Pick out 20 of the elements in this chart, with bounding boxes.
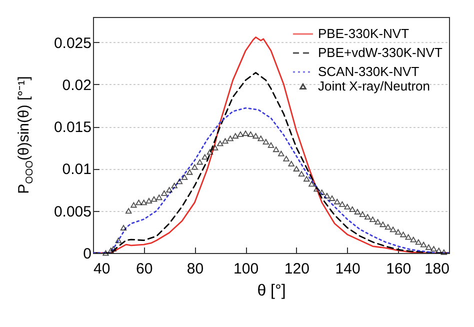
y-tick-label: 0.005: [54, 203, 92, 220]
y-tick-label: 0: [83, 246, 92, 262]
x-tick-label: 180: [424, 260, 450, 278]
x-tick-label: 80: [186, 260, 204, 278]
y-tick-label: 0.015: [54, 119, 92, 136]
y-tick-label: 0.01: [62, 161, 92, 178]
x-tick-label: 120: [284, 260, 310, 278]
legend-label: Joint X-ray/Neutron: [318, 78, 430, 94]
x-tick-label: 60: [136, 260, 153, 278]
legend-label: PBE+vdW-330K-NVT: [318, 45, 442, 60]
x-tick-label: 100: [234, 260, 259, 278]
y-tick-label: 0.02: [62, 76, 92, 94]
y-tick-label: 0.025: [54, 34, 92, 52]
x-axis-title: θ [°]: [257, 282, 286, 300]
x-tick-label: 40: [94, 260, 110, 278]
legend-label: SCAN-330K-NVT: [318, 64, 420, 79]
x-tick-label: 140: [335, 260, 360, 278]
line-series: [93, 107, 449, 253]
legend-label: PBE-330K-NVT: [318, 26, 410, 41]
x-tick-label: 160: [386, 260, 412, 278]
